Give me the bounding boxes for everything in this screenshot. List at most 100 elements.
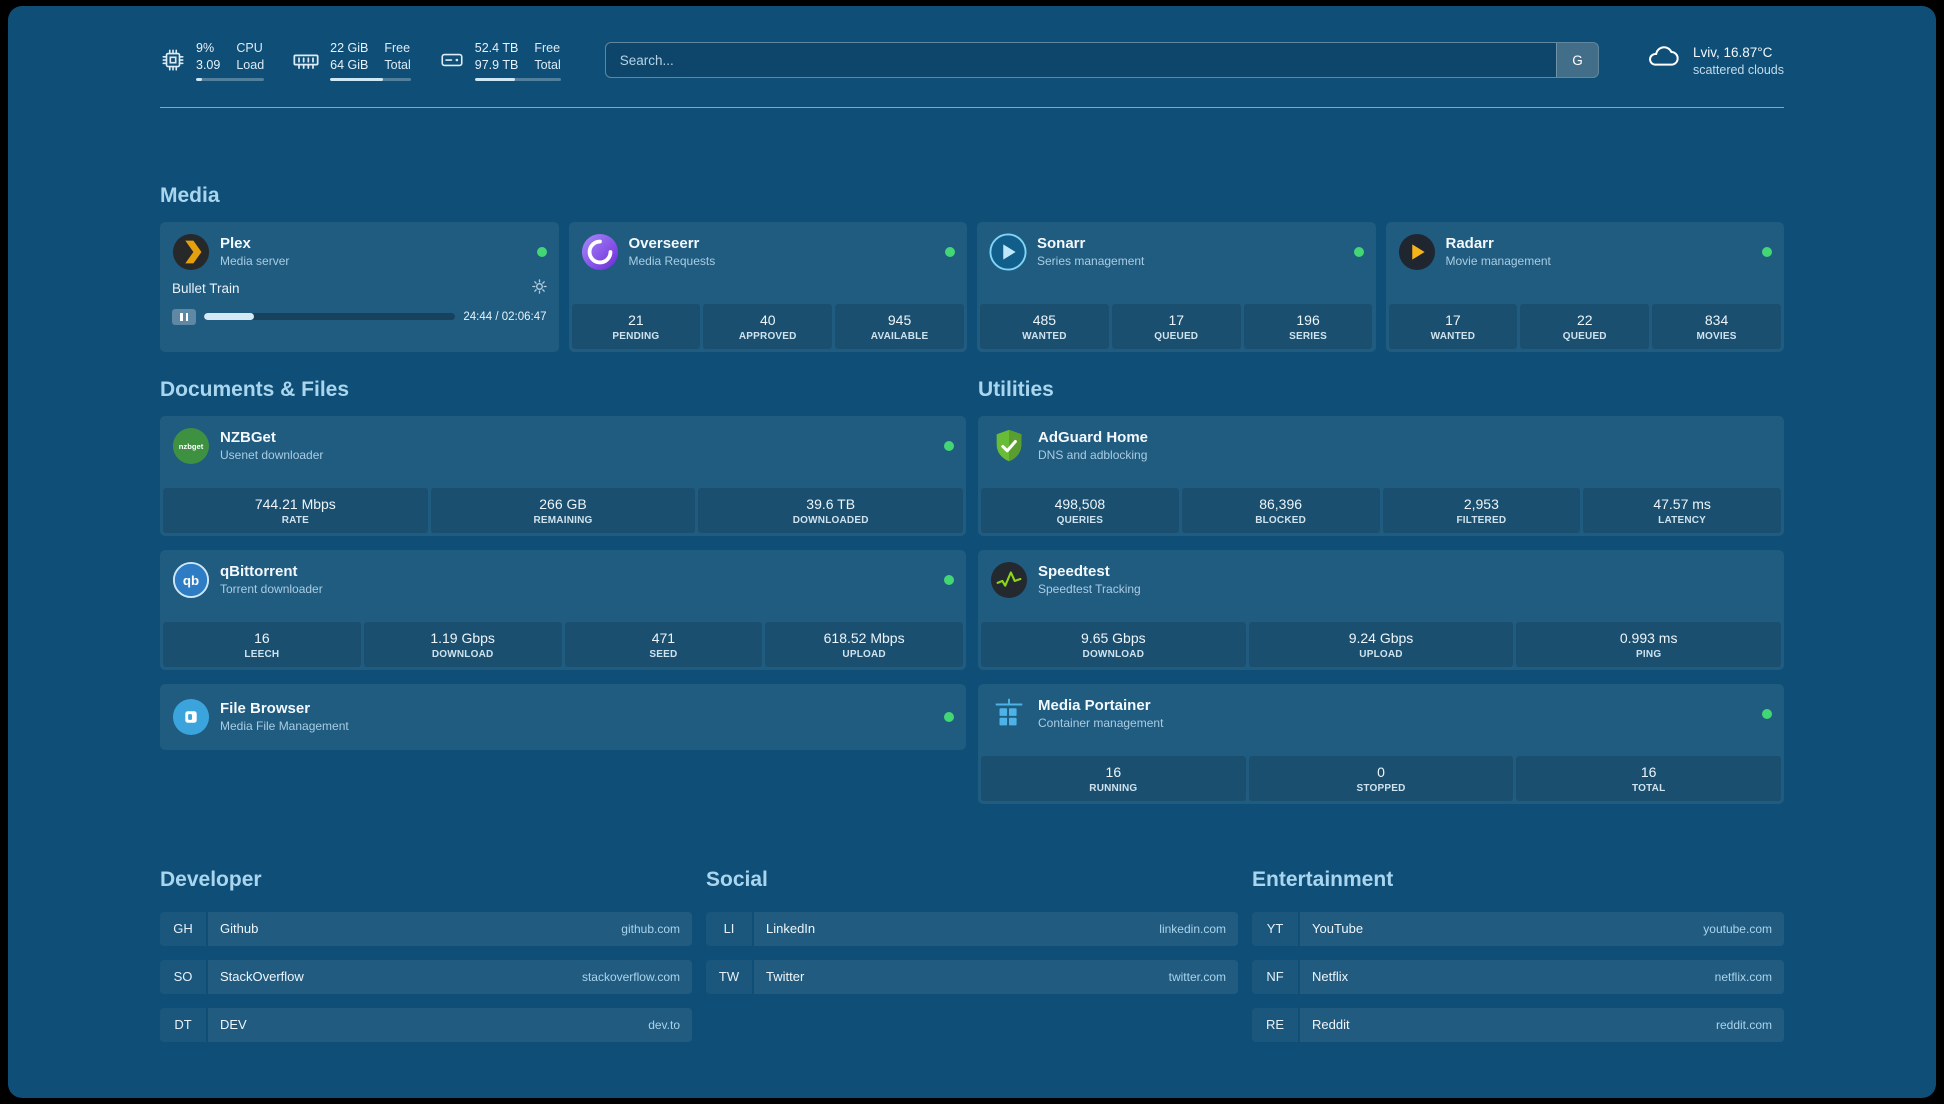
memory-label: Free	[384, 41, 411, 55]
search-input[interactable]	[605, 43, 1556, 78]
disk-total: 97.9 TB	[474, 57, 519, 72]
stat-remaining: 266 GB REMAINING	[430, 487, 696, 533]
bookmark-stackoverflow[interactable]: SO StackOverflow stackoverflow.com	[160, 959, 692, 994]
bookmark-name: StackOverflow	[220, 969, 304, 985]
stat-latency: 47.57 ms LATENCY	[1583, 487, 1781, 533]
disk-label2: Total	[534, 57, 561, 72]
stat-filtered: 2,953 FILTERED	[1382, 487, 1581, 533]
stat-ping: 0.993 ms PING	[1516, 621, 1782, 667]
weather-widget: Lviv, 16.87°C scattered clouds	[1643, 42, 1784, 79]
section-documents: Documents & Files nzbget NZBGet Usenet d…	[160, 378, 966, 804]
social-group-title: Social	[706, 867, 768, 891]
search-provider-button[interactable]: G	[1555, 43, 1598, 78]
service-name: Sonarr	[1037, 235, 1086, 253]
bookmark-url: dev.to	[648, 1017, 680, 1032]
cpu-progress-bar	[196, 77, 265, 81]
bookmark-netflix[interactable]: NF Netflix netflix.com	[1252, 959, 1784, 994]
service-card-overseerr[interactable]: Overseerr Media Requests 21 PENDING 40 APP…	[568, 221, 967, 352]
bookmark-name: Netflix	[1312, 969, 1349, 985]
bookmark-dev[interactable]: DT DEV dev.to	[160, 1007, 692, 1042]
qbittorrent-icon: qb	[172, 561, 210, 599]
memory-icon	[292, 46, 320, 74]
weather-location: Lviv, 16.87°C	[1692, 44, 1773, 60]
bookmark-linkedin[interactable]: LI LinkedIn linkedin.com	[706, 911, 1238, 946]
service-card-nzbget[interactable]: nzbget NZBGet Usenet downloader 744.21 M…	[160, 415, 966, 536]
bookmark-url: github.com	[621, 921, 680, 936]
documents-section-title: Documents & Files	[160, 377, 350, 401]
status-dot	[944, 711, 954, 722]
status-dot	[1762, 708, 1772, 719]
service-desc: Movie management	[1445, 254, 1551, 269]
cpu-label2: Load	[236, 57, 265, 72]
service-card-sonarr[interactable]: Sonarr Series management 485 WANTED 17 QUE…	[977, 221, 1376, 352]
pause-button[interactable]	[172, 308, 196, 325]
header-divider	[160, 106, 1784, 108]
bookmark-name: YouTube	[1312, 921, 1364, 937]
memory-progress-bar	[330, 77, 411, 81]
bookmark-twitter[interactable]: TW Twitter twitter.com	[706, 959, 1238, 994]
service-name: Radarr	[1445, 235, 1494, 253]
disk-icon	[439, 47, 465, 73]
service-card-plex[interactable]: Plex Media server Bullet Train	[160, 221, 559, 352]
service-card-speedtest[interactable]: Speedtest Speedtest Tracking 9.65 Gbps DO…	[978, 549, 1784, 670]
bookmark-reddit[interactable]: RE Reddit reddit.com	[1252, 1007, 1784, 1042]
stat-leech: 16 LEECH	[163, 621, 361, 667]
disk-free: 52.4 TB	[474, 41, 519, 55]
stat-blocked: 86,396 BLOCKED	[1181, 487, 1380, 533]
stat-seed: 471 SEED	[564, 621, 763, 667]
bookmark-url: stackoverflow.com	[581, 969, 680, 984]
stat-wanted: 17 WANTED	[1388, 303, 1518, 349]
weather-condition: scattered clouds	[1692, 62, 1784, 77]
settings-gear-icon[interactable]	[531, 279, 547, 299]
resource-widgets: 9% 3.09 CPU Load	[160, 40, 561, 81]
service-card-qbittorrent[interactable]: qb qBittorrent Torrent downloader 16 LEEC…	[160, 549, 966, 670]
stat-wanted: 485 WANTED	[980, 303, 1109, 349]
bookmark-group-entertainment: Entertainment YT YouTube youtube.com NF …	[1252, 868, 1784, 1042]
bookmark-url: twitter.com	[1168, 969, 1226, 984]
plex-icon	[172, 233, 210, 271]
service-name: Plex	[220, 235, 251, 253]
service-desc: Torrent downloader	[220, 582, 323, 597]
bookmark-abbr: TW	[706, 959, 752, 994]
nzbget-icon: nzbget	[172, 427, 210, 465]
service-desc: DNS and adblocking	[1038, 448, 1148, 463]
bookmark-github[interactable]: GH Github github.com	[160, 911, 692, 946]
memory-readout: 22 GiB 64 GiB Free Total	[330, 40, 411, 81]
cpu-label: CPU	[236, 41, 263, 55]
bookmark-abbr: RE	[1252, 1007, 1298, 1042]
service-desc: Media Requests	[628, 254, 716, 269]
service-card-radarr[interactable]: Radarr Movie management 17 WANTED 22 QUEUE…	[1385, 221, 1784, 352]
bookmark-abbr: YT	[1252, 911, 1298, 946]
bookmark-youtube[interactable]: YT YouTube youtube.com	[1252, 911, 1784, 946]
stat-queued: 22 QUEUED	[1520, 303, 1650, 349]
service-name: File Browser	[220, 700, 311, 718]
bookmark-url: netflix.com	[1714, 969, 1772, 984]
stat-pending: 21 PENDING	[571, 303, 701, 349]
status-dot	[944, 574, 954, 585]
bookmark-name: DEV	[220, 1017, 247, 1033]
service-desc: Container management	[1038, 716, 1164, 731]
stat-series: 196 SERIES	[1243, 303, 1373, 349]
developer-group-title: Developer	[160, 867, 262, 891]
bookmark-abbr: NF	[1252, 959, 1298, 994]
service-card-filebrowser[interactable]: File Browser Media File Management	[160, 683, 966, 750]
service-name: Speedtest	[1038, 563, 1110, 581]
playback-progress-bar[interactable]	[204, 313, 456, 321]
stat-upload: 9.24 Gbps UPLOAD	[1248, 621, 1514, 667]
service-name: qBittorrent	[220, 563, 298, 581]
cpu-widget: 9% 3.09 CPU Load	[160, 40, 265, 81]
portainer-icon	[990, 695, 1028, 733]
cpu-icon	[160, 47, 186, 73]
service-desc: Usenet downloader	[220, 448, 324, 463]
bookmark-url: linkedin.com	[1159, 921, 1226, 936]
radarr-icon	[1398, 233, 1436, 271]
stat-approved: 40 APPROVED	[703, 303, 833, 349]
bookmark-abbr: LI	[706, 911, 752, 946]
stat-running: 16 RUNNING	[981, 755, 1246, 801]
status-dot	[944, 440, 954, 451]
service-card-adguard[interactable]: AdGuard Home DNS and adblocking 498,508 Q…	[978, 415, 1784, 536]
sonarr-icon	[989, 233, 1027, 271]
status-dot	[945, 246, 955, 257]
service-card-portainer[interactable]: Media Portainer Container management 16 R…	[978, 683, 1784, 804]
now-playing-title: Bullet Train	[172, 281, 240, 297]
